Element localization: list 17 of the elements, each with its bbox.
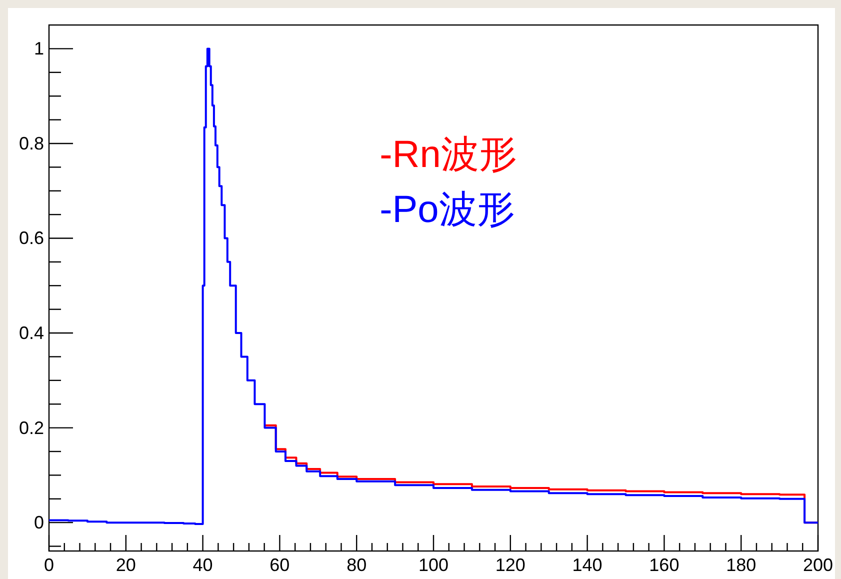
y-tick-label: 1	[34, 38, 44, 59]
x-tick-label: 160	[649, 555, 680, 575]
y-tick-label: 0.6	[18, 228, 44, 248]
x-tick-label: 60	[270, 555, 290, 575]
x-tick-label: 200	[802, 555, 834, 575]
y-tick-label: 0.8	[18, 133, 44, 154]
x-tick-label: 80	[346, 555, 367, 575]
x-tick-label: 20	[116, 555, 136, 575]
y-tick-label: 0.4	[18, 323, 44, 344]
legend: -Rn波形 -Po波形	[380, 134, 517, 232]
y-tick-label: 0.2	[18, 418, 44, 438]
x-tick-label: 120	[495, 555, 526, 575]
x-tick-label: 40	[192, 555, 213, 575]
x-tick-label: 140	[572, 555, 602, 575]
x-tick-label: 100	[418, 555, 449, 575]
x-tick-label: 180	[726, 555, 756, 575]
y-tick-label: 0	[34, 512, 44, 533]
